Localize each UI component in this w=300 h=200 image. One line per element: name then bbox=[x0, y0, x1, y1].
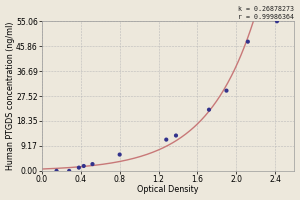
Y-axis label: Human PTGDS concentration (ng/ml): Human PTGDS concentration (ng/ml) bbox=[6, 22, 15, 170]
Point bbox=[81, 164, 86, 168]
Point bbox=[224, 89, 229, 92]
Point bbox=[67, 169, 72, 172]
Point bbox=[76, 166, 81, 169]
Point bbox=[174, 134, 178, 137]
Point bbox=[164, 138, 169, 141]
Point bbox=[274, 20, 279, 23]
Point bbox=[90, 162, 95, 166]
X-axis label: Optical Density: Optical Density bbox=[137, 185, 199, 194]
Point bbox=[54, 169, 59, 172]
Point bbox=[207, 108, 212, 111]
Point bbox=[245, 40, 250, 43]
Point bbox=[117, 153, 122, 156]
Text: k = 0.26878273
r = 0.99986364: k = 0.26878273 r = 0.99986364 bbox=[238, 6, 294, 20]
